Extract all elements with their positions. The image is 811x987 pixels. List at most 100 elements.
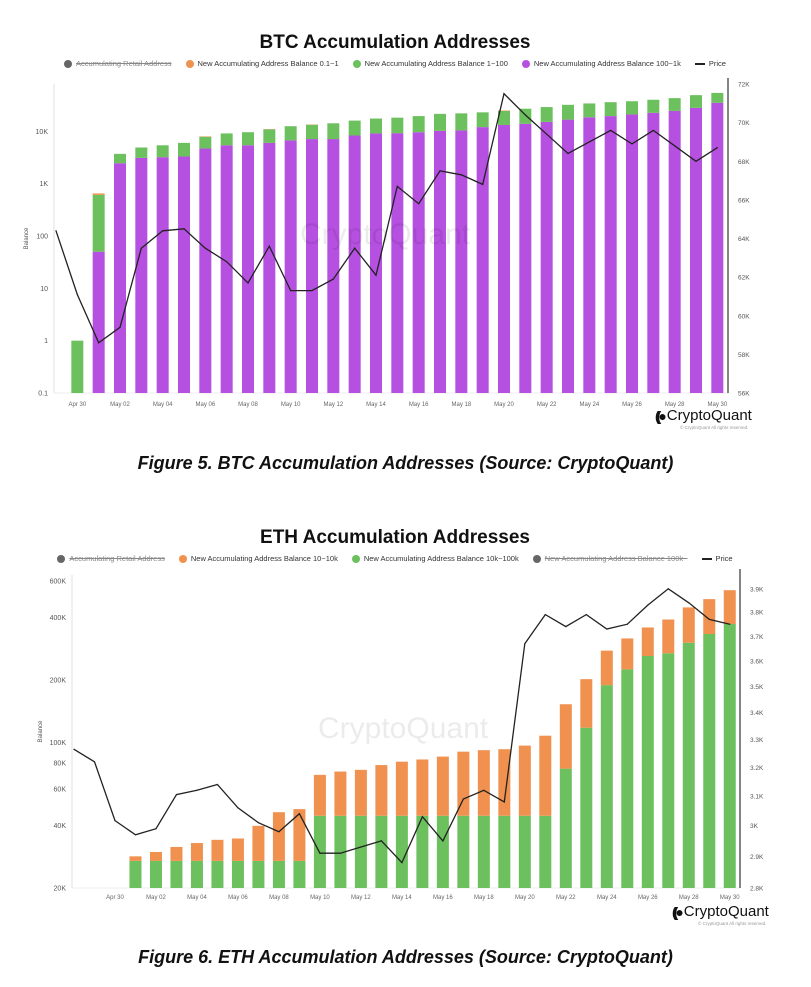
y-tick-label: 1 [44, 338, 48, 345]
bar-segment [583, 103, 596, 118]
price-point [226, 261, 228, 263]
x-tick-label: May 10 [310, 895, 330, 901]
price-point [216, 783, 219, 786]
bar-segment [641, 656, 654, 888]
price-point [652, 129, 654, 131]
price-point [544, 614, 546, 616]
price-point [196, 789, 198, 791]
legend-label: New Accumulating Address Balance 10k~100… [363, 554, 519, 563]
price-point [311, 290, 313, 292]
price-point [565, 626, 567, 628]
x-tick-label: May 28 [679, 895, 699, 901]
bar-segment [327, 123, 340, 140]
y-tick-label: 200K [50, 678, 67, 685]
price-point [610, 129, 612, 131]
bar-segment [540, 107, 553, 122]
bar-segment [114, 153, 126, 164]
btc-legend: Accumulating Retail Address New Accumulat… [0, 59, 790, 68]
y-tick-label: 10K [36, 129, 49, 136]
bar-segment [434, 130, 446, 393]
bar-segment [149, 860, 162, 888]
price-point [298, 813, 301, 815]
bar-segment [170, 846, 183, 861]
bar-segment [621, 638, 634, 670]
legend-item[interactable]: New Accumulating Address Balance 10~10k [178, 554, 338, 563]
legend-item[interactable]: Accumulating Retail Address [64, 59, 172, 68]
x-tick-label: May 28 [665, 402, 685, 408]
price-point [380, 840, 382, 842]
bar-segment [600, 685, 613, 888]
price-point [290, 290, 292, 292]
price-point [546, 133, 548, 135]
legend-item[interactable]: New Accumulating Address Balance 0.1~1 [185, 59, 339, 68]
x-tick-label: May 30 [707, 402, 727, 408]
cryptoquant-logo-icon: ((● [672, 903, 684, 920]
price-point [93, 761, 96, 763]
legend-item[interactable]: New Accumulating Address Balance 100~1k [521, 59, 681, 68]
bar-segment [455, 113, 468, 131]
bar-segment [129, 856, 142, 861]
btc-chart-title: BTC Accumulation Addresses [259, 32, 531, 53]
price-point [247, 282, 249, 284]
bar-segment [416, 759, 429, 816]
bar-segment [92, 193, 105, 195]
bar-segment [690, 107, 702, 394]
bar-segment [539, 815, 552, 888]
eth-chart-title: ETH Accumulation Addresses [260, 527, 530, 548]
price-point [319, 852, 321, 854]
legend-item[interactable]: New Accumulating Address Balance 100k~ [532, 554, 688, 563]
bar-segment [170, 860, 183, 888]
bar-segment [621, 669, 634, 888]
legend-item[interactable]: New Accumulating Address Balance 10k~100… [351, 554, 519, 563]
x-tick-label: May 02 [146, 895, 166, 901]
price-point [483, 789, 485, 791]
price-point [360, 846, 362, 848]
legend-item[interactable]: New Accumulating Address Balance 1~100 [352, 59, 508, 68]
bar-segment [334, 771, 347, 816]
y-tick-label: 400K [50, 615, 67, 622]
x-tick-label: May 08 [238, 402, 258, 408]
price-point [606, 628, 608, 630]
x-tick-label: May 26 [638, 895, 658, 901]
price-point [567, 152, 569, 155]
legend-item[interactable]: Price [701, 554, 733, 563]
bar-segment [562, 104, 574, 120]
x-tick-label: May 04 [153, 402, 173, 408]
x-tick-label: May 06 [228, 895, 248, 901]
price-point [339, 852, 341, 854]
y2-tick-label: 66K [738, 197, 750, 204]
bar-segment [539, 735, 552, 816]
x-tick-label: May 24 [579, 402, 599, 408]
x-tick-label: May 08 [269, 895, 289, 901]
legend-dot-marker [532, 554, 541, 563]
bar-segment [272, 860, 285, 888]
bar-segment [416, 815, 429, 888]
price-point [716, 147, 718, 149]
bar-segment [306, 139, 318, 393]
price-point [140, 247, 142, 249]
legend-label: New Accumulating Address Balance 10~10k [190, 554, 338, 563]
y-tick-label: 10 [40, 286, 48, 293]
price-point [674, 145, 676, 147]
bar-segment [518, 745, 531, 816]
bar-segment [348, 120, 361, 136]
legend-dot-marker [521, 59, 530, 68]
bar-segment [540, 121, 553, 393]
price-point [278, 831, 280, 833]
bar-segment [135, 147, 148, 158]
legend-item[interactable]: Price [694, 59, 726, 68]
bar-segment [703, 634, 716, 888]
y2-tick-label: 64K [738, 236, 750, 243]
legend-item[interactable]: Accumulating Retail Address [57, 554, 165, 563]
price-point [729, 623, 731, 625]
legend-label: Accumulating Retail Address [76, 59, 172, 68]
bar-segment [242, 145, 254, 393]
bar-segment [375, 815, 388, 888]
y2-tick-label: 3.9K [750, 586, 764, 593]
legend-label: Price [715, 554, 733, 563]
x-tick-label: May 14 [392, 895, 412, 901]
legend-dot-marker [351, 554, 360, 563]
bar-segment [199, 136, 212, 149]
y2-tick-label: 2.8K [750, 886, 764, 893]
legend-dot-marker [57, 554, 66, 563]
